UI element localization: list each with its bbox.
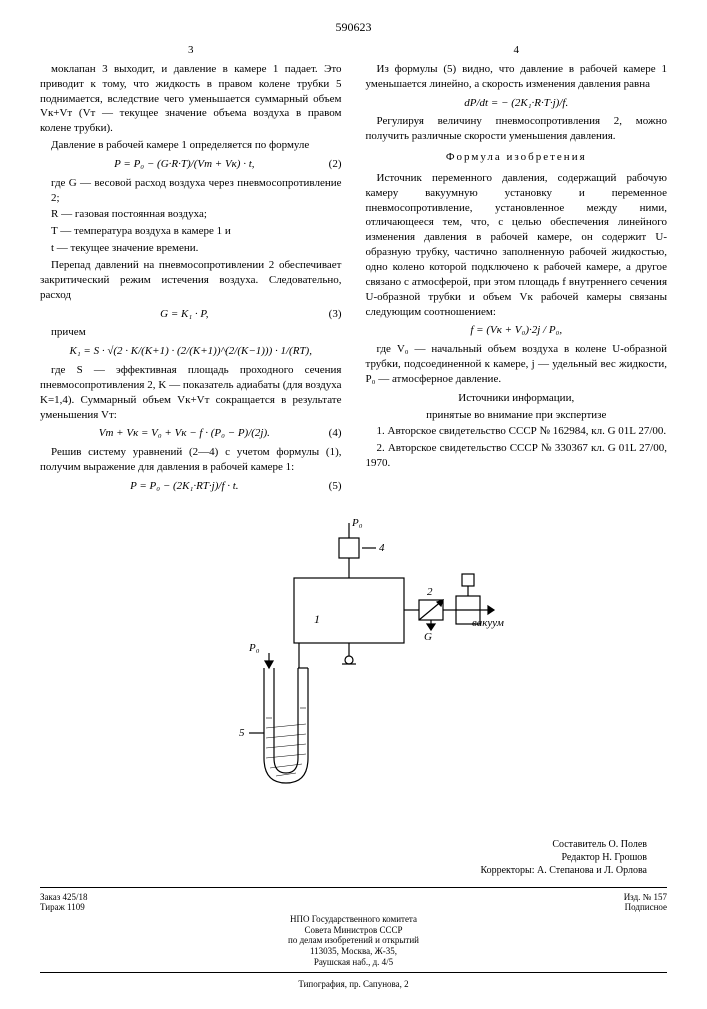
prichem: причем: [40, 325, 342, 340]
footer-podpis: Подписное: [625, 902, 667, 912]
two-column-layout: 3 моклапан 3 выходит, и давление в камер…: [40, 43, 667, 498]
footer-addr1: 113035, Москва, Ж-35,: [40, 946, 667, 957]
sources-sub: принятые во внимание при экспертизе: [366, 408, 668, 423]
footer-izd: Изд. № 157: [624, 892, 667, 902]
where-v0: где V₀ — начальный объем воздуха в колен…: [366, 342, 668, 387]
formula-3: G = K₁ · P, (3): [40, 307, 342, 322]
source-2: 2. Авторское свидетельство СССР № 330367…: [366, 441, 668, 471]
footer-npo1: НПО Государственного комитета: [40, 914, 667, 925]
right-p2: Регулируя величину пневмосопротивления 2…: [366, 114, 668, 144]
fig-label-4: 4: [379, 542, 385, 554]
fig-label-p0-top: P₀: [351, 518, 363, 529]
where-r: R — газовая постоянная воздуха;: [51, 207, 342, 222]
formula-5-expr: P = P₀ − (2K₁·RT·j)/f · t.: [130, 480, 238, 492]
fig-label-1: 1: [314, 612, 320, 626]
formula-5: P = P₀ − (2K₁·RT·j)/f · t. (5): [40, 479, 342, 494]
footer-addr2: Раушская наб., д. 4/5: [40, 957, 667, 968]
page: 590623 3 моклапан 3 выходит, и давление …: [0, 0, 707, 1009]
fig-label-p0-left: P₀: [248, 642, 260, 654]
correctors: Корректоры: А. Степанова и Л. Орлова: [40, 864, 647, 877]
footer-tirazh: Тираж 1109: [40, 902, 85, 912]
schematic-svg: 1 P₀ 4 2: [194, 518, 514, 798]
footer-order: Заказ 425/18: [40, 892, 88, 902]
left-p1: моклапан 3 выходит, и давление в камере …: [40, 62, 342, 136]
footer-row-1: Заказ 425/18 Изд. № 157: [40, 892, 667, 902]
formula-3-num: (3): [329, 307, 342, 322]
left-p4: где S — эффективная площадь проходного с…: [40, 363, 342, 422]
formula-2-expr: P = P₀ − (G·R·T)/(Vт + Vк) · t,: [114, 158, 254, 170]
footer-npo3: по делам изобретений и открытий: [40, 935, 667, 946]
where-tt: t — текущее значение времени.: [51, 241, 342, 256]
where-t: T — температура воздуха в камере 1 и: [51, 224, 342, 239]
claim-title: Формула изобретения: [366, 150, 668, 165]
formula-claim: f = (Vк + V₀)·2j / P₀,: [366, 323, 668, 338]
footer: Заказ 425/18 Изд. № 157 Тираж 1109 Подпи…: [40, 887, 667, 989]
claim-text: Источник переменного давления, содержащи…: [366, 171, 668, 319]
formula-dp: dP/dt = − (2K₁·R·T·j)/f.: [366, 96, 668, 111]
fig-label-2: 2: [427, 586, 433, 598]
col-num-left: 3: [40, 43, 342, 58]
formula-2-num: (2): [329, 157, 342, 172]
fig-label-5: 5: [239, 727, 245, 739]
col-num-right: 4: [366, 43, 668, 58]
compiler: Составитель О. Полев: [40, 838, 647, 851]
credits-block: Составитель О. Полев Редактор Н. Грошов …: [40, 838, 667, 877]
formula-3-expr: G = K₁ · P,: [160, 308, 208, 320]
formula-5-num: (5): [329, 479, 342, 494]
left-p5: Решив систему уравнений (2—4) с учетом ф…: [40, 445, 342, 475]
left-column: 3 моклапан 3 выходит, и давление в камер…: [40, 43, 342, 498]
patent-number: 590623: [40, 20, 667, 35]
right-column: 4 Из формулы (5) видно, что давление в р…: [366, 43, 668, 498]
footer-typography: Типография, пр. Сапунова, 2: [40, 979, 667, 989]
formula-4-num: (4): [329, 426, 342, 441]
right-p1: Из формулы (5) видно, что давление в раб…: [366, 62, 668, 92]
source-1: 1. Авторское свидетельство СССР № 162984…: [366, 424, 668, 439]
where-g: где G — весовой расход воздуха через пне…: [51, 176, 342, 206]
fig-label-g: G: [424, 631, 432, 643]
footer-row-2: Тираж 1109 Подписное: [40, 902, 667, 912]
formula-4: Vт + Vк = V₀ + Vк − f · (P₀ − P)/(2j). (…: [40, 426, 342, 441]
figure: 1 P₀ 4 2: [194, 518, 514, 798]
footer-npo2: Совета Министров СССР: [40, 925, 667, 936]
sources-title: Источники информации,: [366, 391, 668, 406]
formula-4-expr: Vт + Vк = V₀ + Vк − f · (P₀ − P)/(2j).: [99, 427, 270, 439]
left-p3: Перепад давлений на пневмосопротивлении …: [40, 258, 342, 303]
formula-k1: K₁ = S · √(2 · K/(K+1) · (2/(K+1))^(2/(K…: [40, 344, 342, 359]
editor: Редактор Н. Грошов: [40, 851, 647, 864]
footer-npo: НПО Государственного комитета Совета Мин…: [40, 914, 667, 968]
left-p2: Давление в рабочей камере 1 определяется…: [40, 138, 342, 153]
formula-2: P = P₀ − (G·R·T)/(Vт + Vк) · t, (2): [40, 157, 342, 172]
fig-label-vacuum: вакуум: [472, 617, 504, 629]
